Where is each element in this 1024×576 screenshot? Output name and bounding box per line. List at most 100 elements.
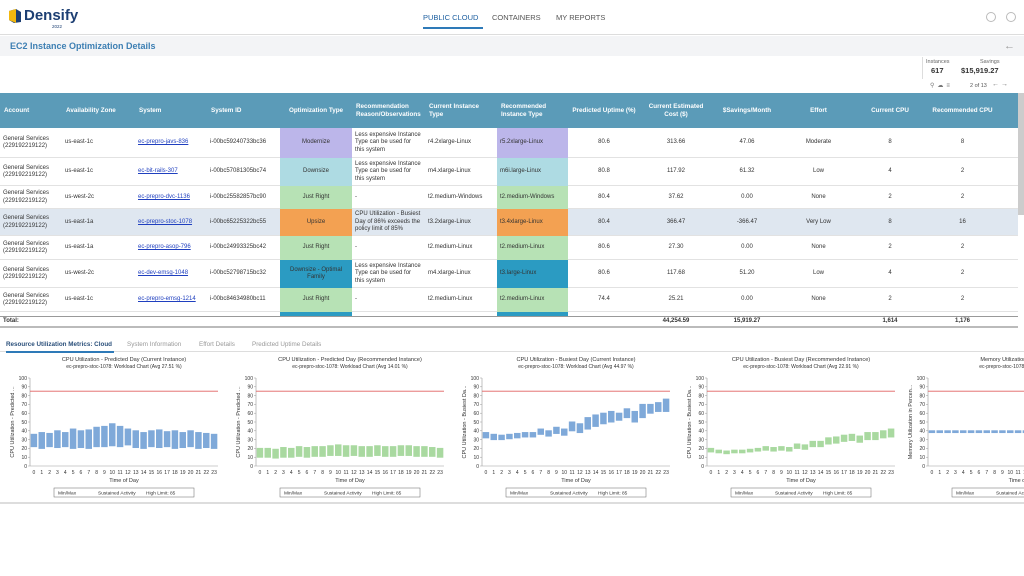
- scrollbar[interactable]: [1018, 93, 1024, 215]
- x-tick-label: 20: [640, 470, 646, 476]
- x-tick-label: 18: [624, 470, 630, 476]
- column-header[interactable]: Availability Zone: [66, 106, 116, 114]
- x-tick-label: 4: [962, 470, 965, 476]
- x-tick-label: 2: [500, 470, 503, 476]
- top-nav: [0, 0, 1024, 35]
- x-tick-label: 6: [532, 470, 535, 476]
- tab-underline: [6, 351, 114, 353]
- table-cell: 4: [888, 168, 892, 175]
- system-link[interactable]: ec-dev-emsg-1048: [138, 270, 189, 277]
- column-header[interactable]: Current CPU: [871, 106, 909, 114]
- x-tick-label: 13: [133, 470, 139, 476]
- table-cell: 61.32: [739, 168, 755, 175]
- x-tick-label: 5: [298, 470, 301, 476]
- column-header[interactable]: Recommendation Reason/Observations: [356, 102, 421, 118]
- column-header[interactable]: Current Estimated Cost ($): [648, 102, 704, 118]
- box: [327, 445, 334, 456]
- table-cell: General Services (229192219122): [3, 215, 50, 229]
- box: [163, 431, 171, 448]
- column-header[interactable]: Effort: [810, 106, 827, 114]
- y-axis-label: CPU Utilization - Busiest Da...: [687, 385, 693, 459]
- table-cell: 80.6: [598, 244, 610, 251]
- box: [584, 417, 591, 430]
- box: [342, 445, 350, 457]
- tab[interactable]: Predicted Uptime Details: [252, 341, 322, 348]
- y-tick-label: 10: [698, 455, 704, 461]
- table-cell: 0.00: [741, 296, 753, 303]
- system-link[interactable]: ec-prepro-stoc-1078: [138, 218, 193, 225]
- x-tick-label: 13: [585, 470, 591, 476]
- box: [537, 428, 544, 435]
- x-tick-label: 11: [794, 470, 799, 476]
- y-tick-label: 0: [24, 464, 27, 470]
- tab[interactable]: System Information: [127, 341, 182, 348]
- stat-label: Savings: [980, 59, 1000, 65]
- column-header[interactable]: Account: [4, 106, 30, 114]
- y-tick-label: 30: [919, 437, 925, 443]
- chart-subtitle: ec-prepro-stoc-1078: Workload Chart (Avg…: [743, 364, 859, 370]
- x-tick-label: 6: [757, 470, 760, 476]
- system-link[interactable]: ec-prepro-dvc-1136: [138, 193, 190, 200]
- x-tick-label: 8: [547, 470, 550, 476]
- legend-item: Min/Max: [58, 491, 77, 497]
- system-link[interactable]: ec-prepro-javs-836: [138, 139, 189, 146]
- y-tick-label: 80: [473, 393, 479, 399]
- box: [210, 433, 218, 449]
- box: [639, 403, 646, 419]
- column-header[interactable]: Recommended CPU: [932, 106, 993, 114]
- nav-item[interactable]: CONTAINERS: [492, 13, 541, 22]
- table-cell: i-00bc65225322bc55: [210, 218, 267, 225]
- y-tick-label: 20: [698, 446, 704, 452]
- tab[interactable]: Resource Utilization Metrics: Cloud: [6, 341, 113, 348]
- column-header[interactable]: Recommended Instance Type: [501, 102, 547, 118]
- user-icon[interactable]: [1006, 12, 1016, 22]
- system-link[interactable]: ec-prepro-emsg-1214: [138, 296, 196, 303]
- x-tick-label: 9: [1001, 470, 1004, 476]
- stat-value: 617: [931, 66, 944, 75]
- box: [54, 430, 61, 449]
- table-cell: t3.2xlarge-Linux: [428, 218, 471, 225]
- box: [280, 447, 287, 458]
- y-tick-label: 70: [21, 402, 27, 408]
- nav-item[interactable]: PUBLIC CLOUD: [423, 13, 479, 22]
- nav-item[interactable]: MY REPORTS: [556, 13, 606, 22]
- table-cell: Downsize: [280, 158, 352, 186]
- table-cell: Less expensive Instance Type can be used…: [355, 262, 421, 284]
- x-tick-label: 0: [710, 470, 713, 476]
- table-cell: t2.medium-Windows: [428, 193, 483, 200]
- toolbar-icons[interactable]: ⚲☁≡: [930, 83, 953, 89]
- y-tick-label: 20: [919, 446, 925, 452]
- column-header[interactable]: Predicted Uptime (%): [572, 106, 636, 114]
- tab[interactable]: Effort Details: [199, 341, 235, 348]
- table-cell: Just Right: [280, 236, 352, 260]
- total-cell: 15,919.27: [733, 318, 761, 325]
- table-cell: 80.6: [598, 139, 610, 146]
- back-arrow[interactable]: ←: [1004, 40, 1015, 52]
- help-icon[interactable]: [986, 12, 996, 22]
- box: [991, 430, 998, 434]
- y-tick-label: 90: [919, 385, 925, 391]
- column-header[interactable]: Optimization Type: [288, 106, 344, 114]
- y-tick-label: 70: [247, 402, 253, 408]
- x-tick-label: 15: [826, 470, 832, 476]
- x-tick-label: 5: [970, 470, 973, 476]
- x-tick-label: 19: [180, 470, 186, 476]
- table-cell: 2: [960, 168, 965, 175]
- x-tick-label: 11: [1015, 470, 1020, 476]
- page-arrows[interactable]: ← →: [992, 81, 1008, 88]
- x-tick-label: 18: [172, 470, 178, 476]
- x-tick-label: 3: [954, 470, 957, 476]
- system-link[interactable]: ec-prepro-asop-796: [138, 244, 191, 251]
- x-tick-label: 23: [211, 470, 217, 476]
- column-header[interactable]: Current Instance Type: [429, 102, 480, 118]
- box: [272, 448, 279, 459]
- column-header[interactable]: System: [139, 106, 162, 114]
- column-header[interactable]: $Savings/Month: [722, 106, 772, 114]
- system-link[interactable]: ec-bit-rails-307: [138, 168, 178, 175]
- table-cell: General Services (229192219122): [3, 266, 50, 281]
- x-tick-label: 12: [351, 470, 357, 476]
- column-header[interactable]: System ID: [211, 106, 242, 114]
- table-cell: 8: [960, 139, 965, 146]
- table-cell: i-00bc59240733bc36: [210, 139, 267, 146]
- x-tick-label: 7: [539, 470, 542, 476]
